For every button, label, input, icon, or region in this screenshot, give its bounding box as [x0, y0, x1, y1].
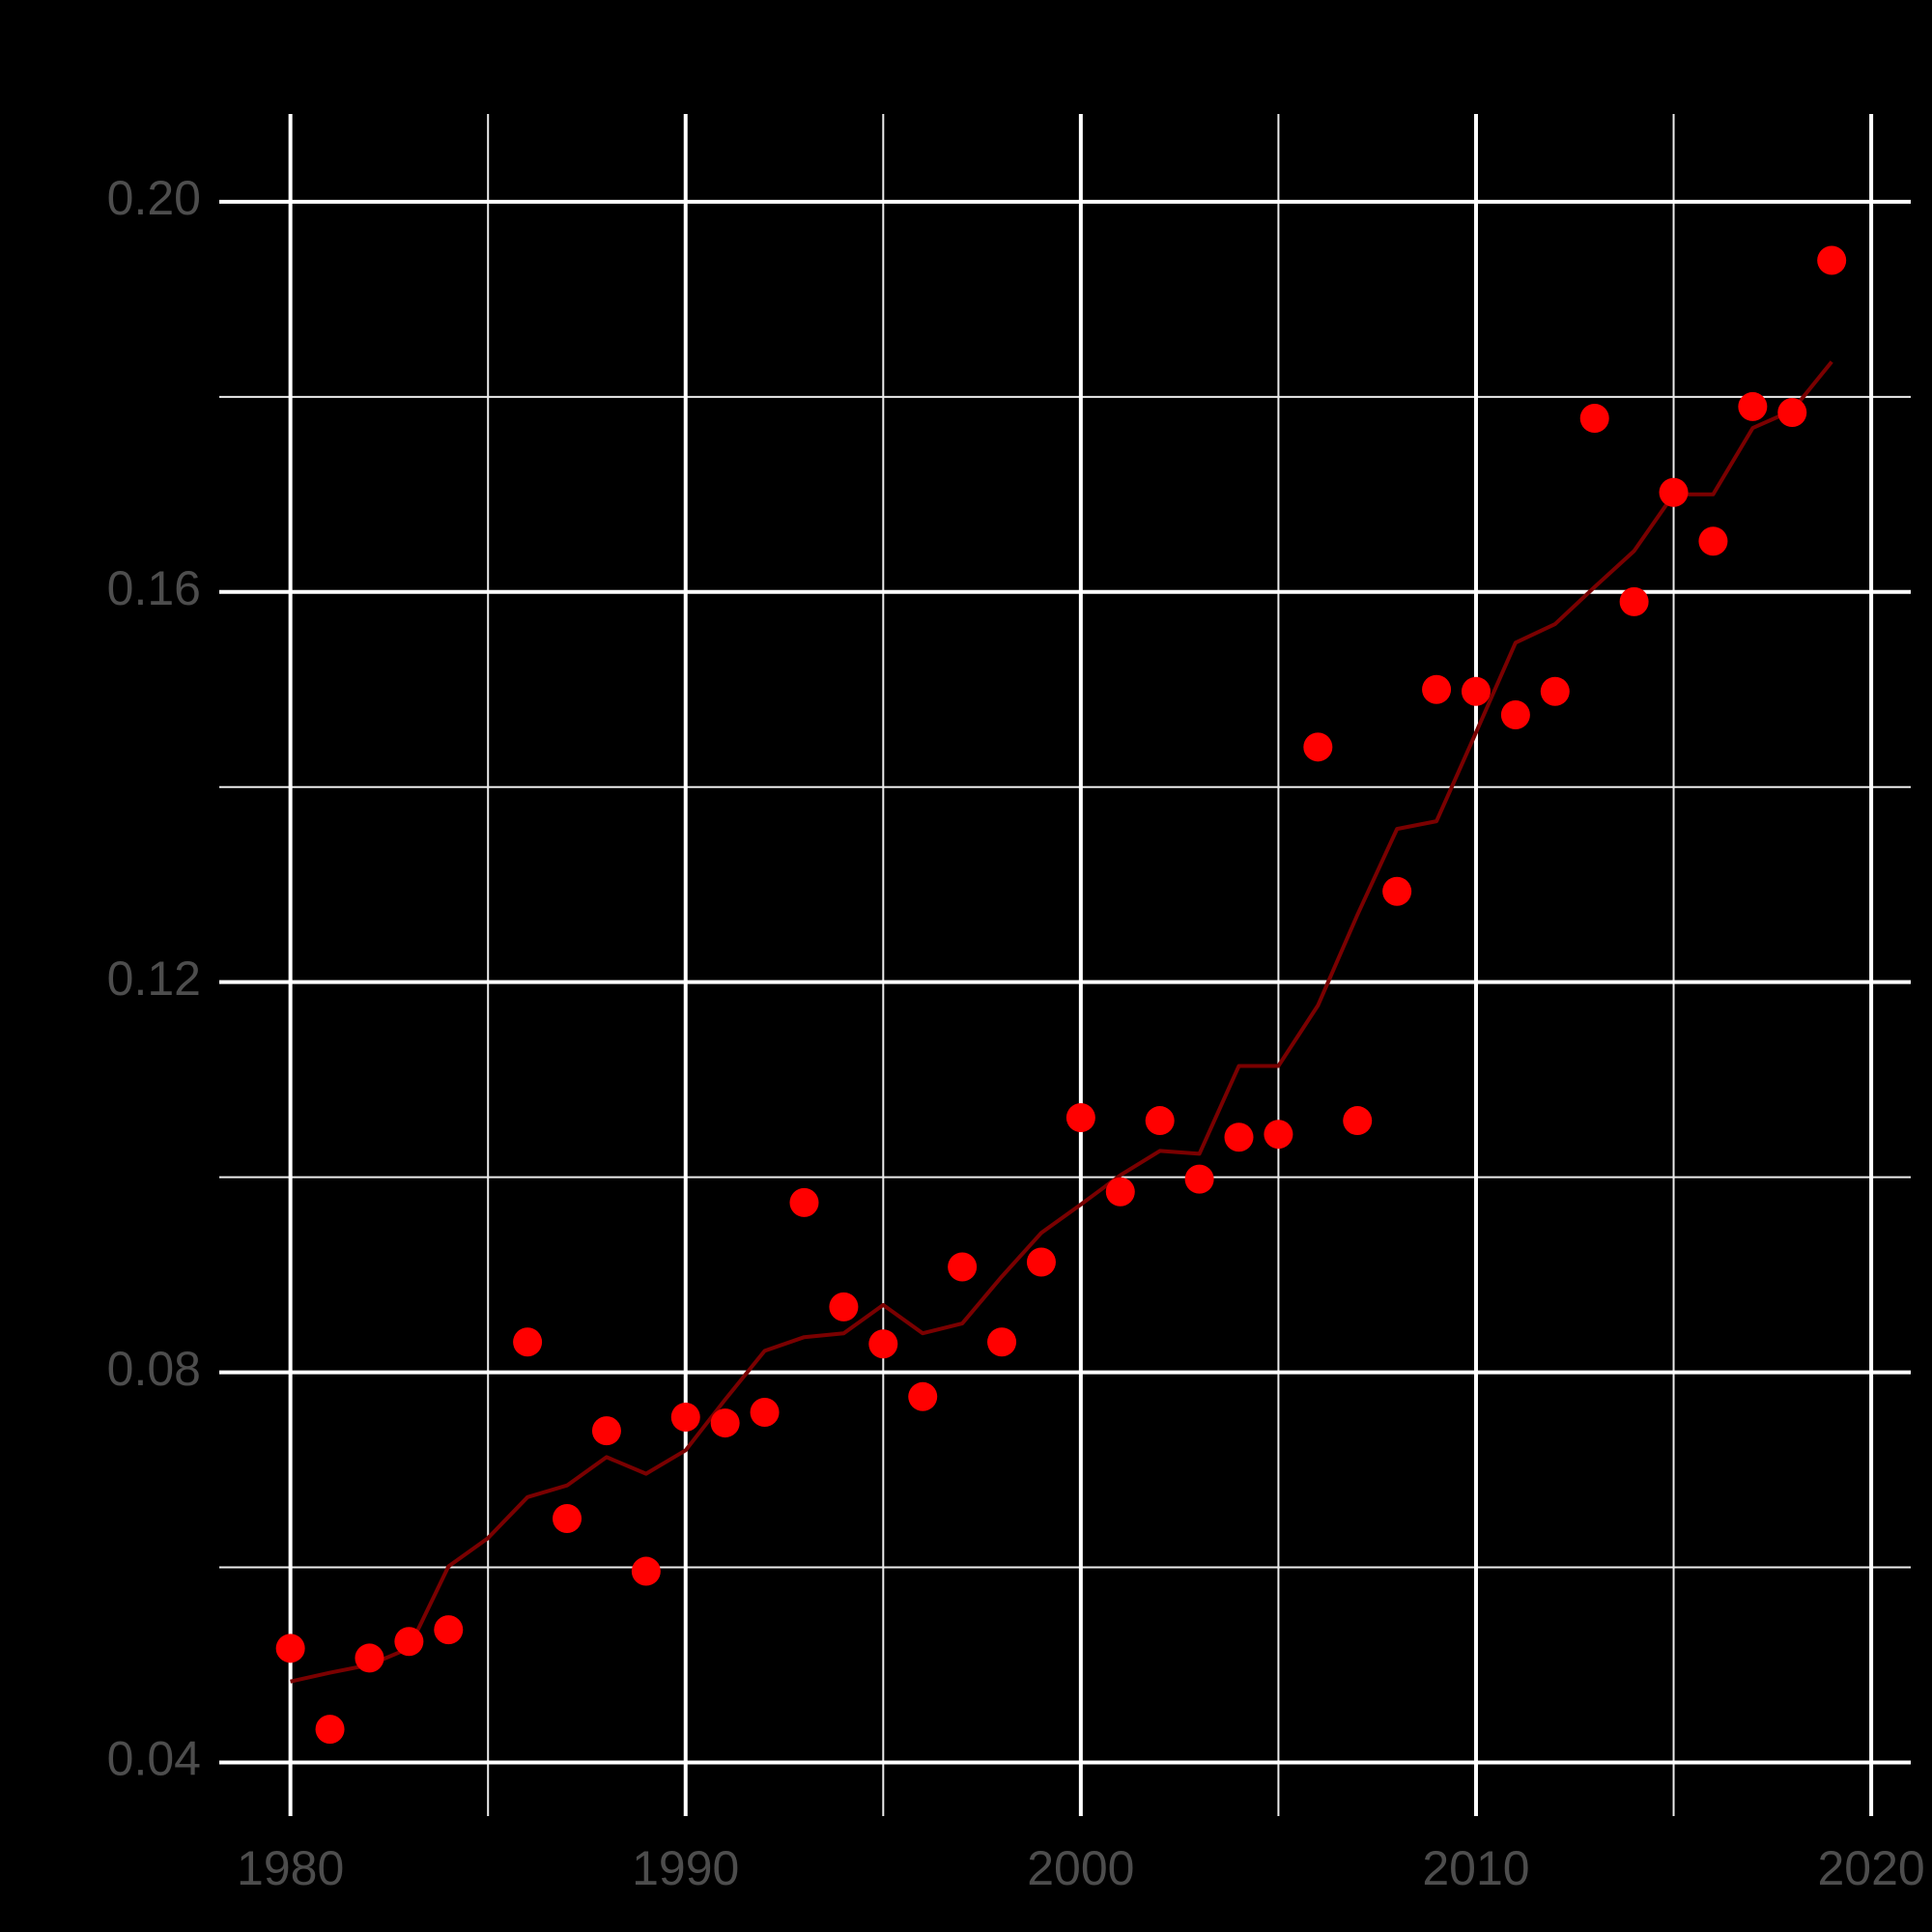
data-point: [987, 1327, 1017, 1357]
data-point: [394, 1627, 424, 1657]
data-point: [868, 1329, 898, 1359]
data-point: [1659, 477, 1689, 507]
y-tick-label: 0.20: [107, 171, 201, 225]
data-point: [355, 1643, 384, 1673]
data-point: [1698, 526, 1728, 556]
x-tick-label: 2010: [1422, 1841, 1529, 1895]
data-point: [1817, 245, 1847, 275]
data-point: [789, 1187, 819, 1217]
x-axis-labels: 1980 1990 2000 2010 2020: [237, 1841, 1925, 1895]
data-point: [591, 1416, 621, 1446]
data-point: [948, 1252, 978, 1282]
minor-gridlines: [219, 114, 1911, 1816]
data-point: [750, 1397, 780, 1427]
y-axis-labels: 0.04 0.08 0.12 0.16 0.20: [107, 171, 201, 1786]
data-point: [315, 1715, 345, 1745]
trend-line-layer: [290, 360, 1833, 1684]
y-tick-label: 0.08: [107, 1342, 201, 1396]
data-point: [710, 1408, 740, 1438]
data-point: [1224, 1122, 1254, 1152]
data-point: [1145, 1106, 1175, 1136]
y-tick-label: 0.12: [107, 952, 201, 1006]
data-point: [1382, 876, 1412, 906]
data-point: [434, 1615, 464, 1645]
data-point: [1026, 1247, 1056, 1277]
data-point: [670, 1403, 700, 1433]
data-point: [1500, 700, 1530, 730]
data-point: [1422, 674, 1452, 704]
data-point: [1184, 1164, 1214, 1194]
x-tick-label: 2020: [1817, 1841, 1924, 1895]
data-point: [1065, 1103, 1095, 1133]
x-tick-label: 1990: [632, 1841, 739, 1895]
data-point: [1105, 1177, 1135, 1207]
data-point: [1777, 397, 1807, 427]
data-point: [1343, 1106, 1373, 1136]
data-point: [1303, 732, 1333, 762]
data-point: [631, 1556, 661, 1586]
data-point: [1579, 404, 1609, 434]
data-point: [1619, 586, 1649, 616]
major-gridlines: [219, 114, 1911, 1816]
x-tick-label: 2000: [1027, 1841, 1134, 1895]
data-point: [275, 1634, 305, 1663]
data-point: [829, 1292, 859, 1321]
data-point: [1264, 1120, 1293, 1150]
y-tick-label: 0.16: [107, 561, 201, 615]
data-points-layer: [275, 245, 1847, 1745]
data-point: [1540, 676, 1570, 706]
data-point: [1461, 676, 1491, 706]
data-point: [908, 1381, 938, 1411]
data-point: [513, 1327, 543, 1357]
y-tick-label: 0.04: [107, 1732, 201, 1786]
trend-line: [290, 360, 1833, 1684]
x-tick-label: 1980: [237, 1841, 344, 1895]
data-point: [553, 1504, 582, 1534]
data-point: [1738, 391, 1768, 421]
